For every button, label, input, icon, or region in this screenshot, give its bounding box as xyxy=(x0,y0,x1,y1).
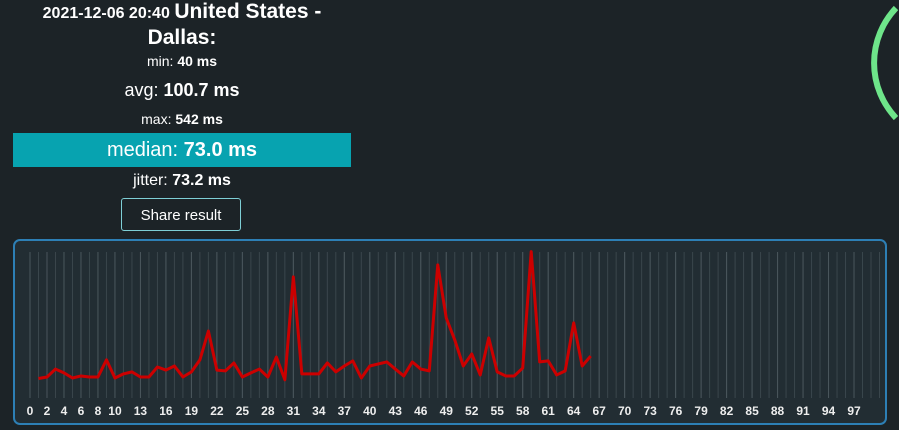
x-tick-label: 73 xyxy=(643,404,657,418)
chart-frame xyxy=(13,239,887,425)
x-tick-label: 28 xyxy=(261,404,275,418)
x-tick-label: 97 xyxy=(847,404,861,418)
x-tick-label: 4 xyxy=(61,404,68,418)
x-tick-label: 88 xyxy=(771,404,785,418)
x-tick-label: 0 xyxy=(27,404,34,418)
x-tick-label: 43 xyxy=(389,404,403,418)
x-tick-label: 64 xyxy=(567,404,581,418)
x-tick-label: 79 xyxy=(694,404,708,418)
x-tick-label: 55 xyxy=(491,404,505,418)
latency-line xyxy=(38,250,592,382)
stat-value: 542 ms xyxy=(175,111,223,127)
x-tick-label: 46 xyxy=(414,404,428,418)
x-tick-label: 10 xyxy=(108,404,122,418)
stat-row: min: 40 ms xyxy=(13,52,351,70)
x-tick-label: 34 xyxy=(312,404,326,418)
header: 2021-12-06 20:40 United States - Dallas: xyxy=(13,0,351,52)
gauge-arc xyxy=(871,5,899,121)
x-tick-label: 25 xyxy=(236,404,250,418)
x-tick-label: 6 xyxy=(78,404,85,418)
x-tick-label: 67 xyxy=(592,404,606,418)
x-tick-label: 19 xyxy=(185,404,199,418)
stat-value: 100.7 ms xyxy=(163,80,240,100)
x-tick-label: 8 xyxy=(95,404,102,418)
share-button[interactable]: Share result xyxy=(121,198,241,231)
stat-value: 73.2 ms xyxy=(172,172,231,189)
x-tick-label: 13 xyxy=(134,404,148,418)
stat-row: jitter: 73.2 ms xyxy=(13,171,351,191)
x-tick-label: 37 xyxy=(338,404,352,418)
x-tick-label: 22 xyxy=(210,404,224,418)
x-tick-label: 49 xyxy=(440,404,454,418)
x-tick-label: 76 xyxy=(669,404,683,418)
stat-label: median: xyxy=(106,139,179,161)
stat-row: max: 542 ms xyxy=(13,110,351,128)
x-tick-label: 52 xyxy=(465,404,479,418)
x-tick-label: 82 xyxy=(720,404,734,418)
stat-label: avg: xyxy=(124,80,159,100)
stat-row: median: 73.0 ms xyxy=(13,133,351,167)
x-tick-label: 16 xyxy=(159,404,173,418)
x-tick-label: 2 xyxy=(44,404,51,418)
x-tick-label: 91 xyxy=(796,404,810,418)
timestamp: 2021-12-06 20:40 xyxy=(42,5,170,22)
stat-label: max: xyxy=(141,111,172,127)
x-tick-label: 61 xyxy=(542,404,556,418)
stat-label: jitter: xyxy=(133,172,168,189)
x-tick-label: 31 xyxy=(287,404,301,418)
stat-value: 73.0 ms xyxy=(183,139,258,161)
stat-value: 40 ms xyxy=(177,53,218,69)
x-tick-label: 40 xyxy=(363,404,377,418)
stat-label: min: xyxy=(146,53,174,69)
x-tick-label: 58 xyxy=(516,404,530,418)
stat-row: avg: 100.7 ms xyxy=(13,79,351,101)
x-tick-label: 94 xyxy=(822,404,836,418)
x-tick-label: 70 xyxy=(618,404,632,418)
location: United States - Dallas: xyxy=(147,0,322,49)
x-tick-label: 85 xyxy=(745,404,759,418)
